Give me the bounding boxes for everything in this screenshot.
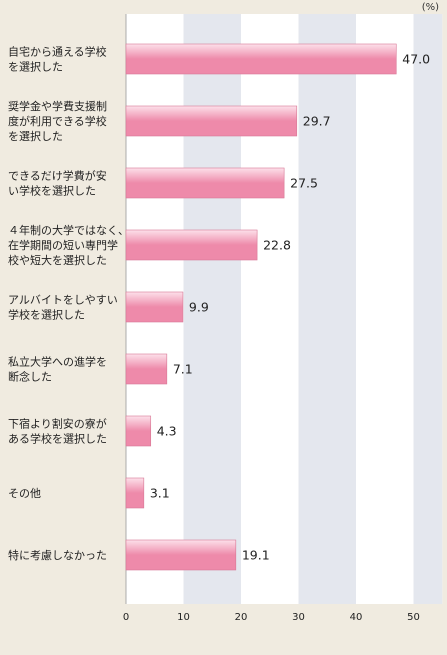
bar [125, 105, 298, 137]
tick-label: 30 [292, 612, 305, 623]
category-labels: 自宅から通える学校を選択した奨学金や学費支援制度が利用できる学校を選択したできる… [8, 45, 129, 563]
tick-label: 40 [350, 612, 363, 623]
category-label-line: い学校を選択した [8, 184, 96, 198]
category-label: 特に考慮しなかった [8, 548, 107, 562]
category-label: 奨学金や学費支援制度が利用できる学校を選択した [8, 99, 107, 143]
category-label: その他 [8, 487, 41, 500]
category-label-line: 度が利用できる学校 [8, 114, 107, 128]
value-label: 4.3 [157, 424, 177, 439]
category-label-line: その他 [8, 487, 41, 500]
value-label: 3.1 [150, 486, 170, 501]
value-label: 29.7 [303, 114, 331, 129]
value-label: 7.1 [173, 362, 193, 377]
bars: 47.0 29.7 27.5 22.8 9.9 7.1 4.3 3.1 19.1 [125, 43, 430, 571]
tick-label: 20 [235, 612, 248, 623]
category-label-line: 私立大学への進学を [8, 355, 107, 369]
tick-label: 10 [177, 612, 190, 623]
grid-band [298, 14, 356, 604]
category-label-line: を選択した [8, 60, 63, 74]
value-label: 19.1 [242, 548, 270, 563]
category-label-line: ある学校を選択した [8, 432, 107, 446]
category-label: 自宅から通える学校を選択した [8, 45, 107, 74]
category-label-line: 特に考慮しなかった [8, 548, 107, 562]
category-label: 下宿より割安の寮がある学校を選択した [8, 417, 107, 446]
category-label-line: 自宅から通える学校 [8, 45, 107, 59]
category-label-line: アルバイトをしやすい [8, 294, 118, 307]
bar [125, 167, 285, 199]
category-label-line: 下宿より割安の寮が [8, 417, 107, 431]
category-label: ４年制の大学ではなく、在学期間の短い専門学校や短大を選択した [8, 223, 129, 267]
x-axis-ticks: 0 10 20 30 40 50 [123, 612, 420, 623]
category-label-line: ４年制の大学ではなく、 [8, 223, 129, 237]
bar [125, 539, 237, 571]
value-label: 22.8 [263, 238, 291, 253]
value-label: 9.9 [189, 300, 209, 315]
value-label: 27.5 [290, 176, 318, 191]
bar [125, 477, 145, 509]
category-label-line: 学校を選択した [8, 308, 85, 322]
bar [125, 291, 184, 323]
unit-label: (%) [421, 2, 439, 13]
category-label-line: 在学期間の短い専門学 [8, 238, 118, 252]
bar [125, 353, 168, 385]
bar [125, 229, 258, 261]
grid-band [413, 14, 443, 604]
category-label-line: 奨学金や学費支援制 [8, 99, 107, 113]
category-label: できるだけ学費が安い学校を選択した [8, 169, 107, 198]
category-label-line: を選択した [8, 129, 63, 143]
tick-label: 50 [407, 612, 420, 623]
category-label-line: 校や短大を選択した [8, 253, 107, 267]
bar [125, 415, 152, 447]
tick-label: 0 [123, 612, 129, 623]
value-label: 47.0 [402, 52, 430, 67]
category-label-line: できるだけ学費が安 [8, 169, 107, 183]
category-label-line: 断念した [8, 370, 52, 384]
category-label: アルバイトをしやすい学校を選択した [8, 294, 118, 322]
bar [125, 43, 397, 75]
category-label: 私立大学への進学を断念した [8, 355, 107, 384]
